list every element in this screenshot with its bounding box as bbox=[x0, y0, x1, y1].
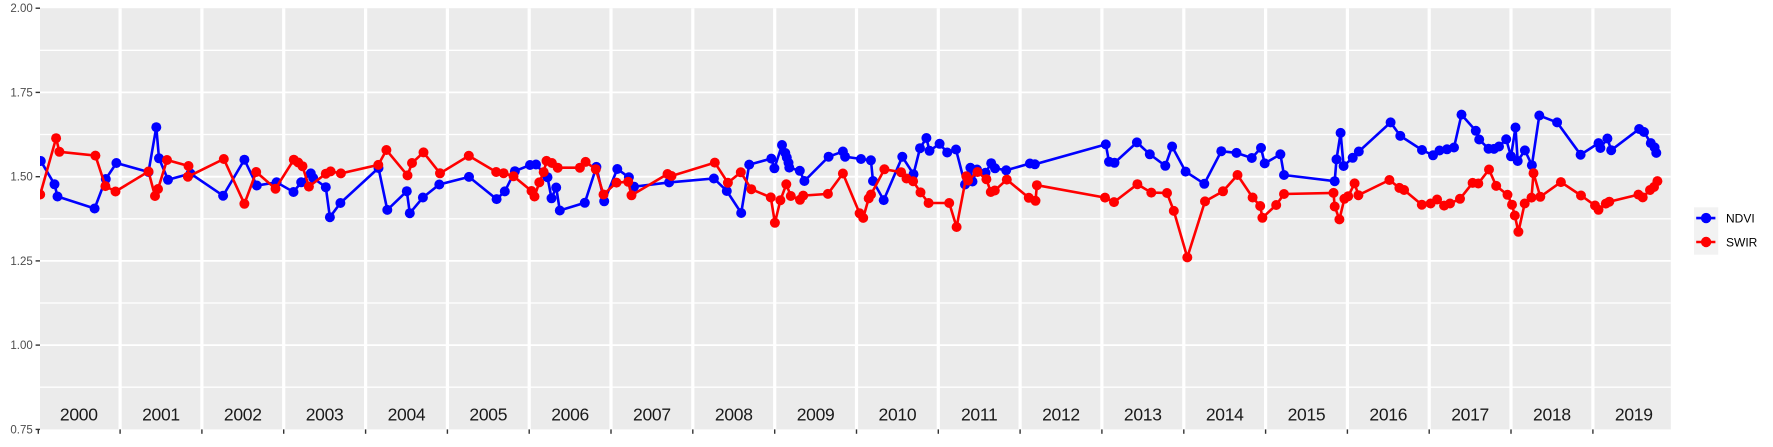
svg-text:NDVI: NDVI bbox=[1726, 211, 1755, 225]
svg-text:2016: 2016 bbox=[1369, 405, 1407, 425]
svg-text:2011: 2011 bbox=[961, 405, 997, 425]
svg-text:2019: 2019 bbox=[1615, 405, 1653, 425]
svg-text:2010: 2010 bbox=[879, 405, 917, 425]
svg-text:0.75: 0.75 bbox=[10, 424, 32, 436]
svg-text:2017: 2017 bbox=[1451, 405, 1489, 425]
svg-text:2005: 2005 bbox=[469, 405, 507, 425]
svg-text:2007: 2007 bbox=[633, 405, 671, 425]
svg-text:2009: 2009 bbox=[797, 405, 835, 425]
svg-text:2012: 2012 bbox=[1042, 405, 1080, 425]
svg-text:2015: 2015 bbox=[1288, 405, 1326, 425]
svg-text:2003: 2003 bbox=[306, 405, 344, 425]
svg-text:2001: 2001 bbox=[142, 405, 180, 425]
svg-text:1.00: 1.00 bbox=[10, 340, 32, 352]
svg-text:2006: 2006 bbox=[551, 405, 589, 425]
svg-text:1.50: 1.50 bbox=[10, 172, 32, 184]
svg-text:SWIR: SWIR bbox=[1726, 235, 1758, 249]
svg-text:2000: 2000 bbox=[60, 405, 98, 425]
svg-text:2008: 2008 bbox=[715, 405, 753, 425]
svg-text:2002: 2002 bbox=[224, 405, 262, 425]
svg-text:2004: 2004 bbox=[388, 405, 426, 425]
svg-text:2013: 2013 bbox=[1124, 405, 1162, 425]
svg-text:2018: 2018 bbox=[1533, 405, 1571, 425]
svg-text:2.00: 2.00 bbox=[10, 3, 32, 15]
svg-text:2014: 2014 bbox=[1206, 405, 1244, 425]
svg-text:1.75: 1.75 bbox=[10, 87, 32, 99]
svg-text:1.25: 1.25 bbox=[10, 256, 32, 268]
